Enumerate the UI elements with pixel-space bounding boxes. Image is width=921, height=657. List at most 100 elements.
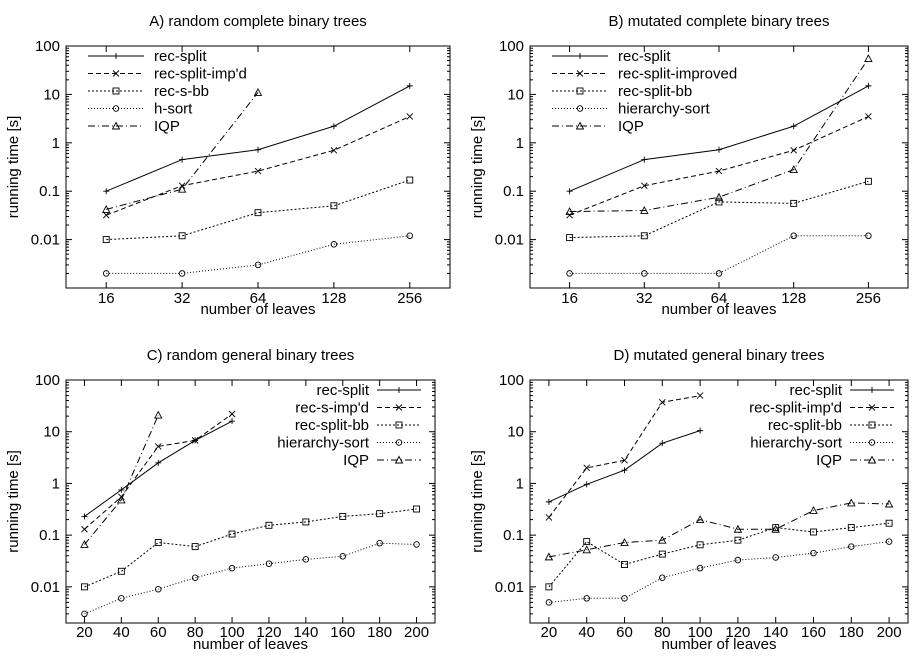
y-tick-label: 100 — [499, 38, 524, 55]
legend-label: rec-s-bb — [154, 83, 209, 100]
data-point — [103, 188, 110, 195]
series-rec-s-bb — [102, 176, 414, 244]
x-tick-label: 140 — [293, 624, 318, 641]
panel-3: D) mutated general binary trees 100 10 1 0.1… — [469, 347, 909, 653]
series-line — [548, 502, 890, 558]
legend-label: rec-split — [618, 48, 671, 65]
data-point — [229, 418, 236, 425]
series-line — [106, 92, 259, 210]
series-rec-split — [81, 418, 236, 520]
data-point — [376, 510, 384, 518]
x-tick-label: 16 — [98, 290, 115, 307]
series-iqp — [544, 498, 894, 561]
x-tick-label: 16 — [561, 290, 578, 307]
data-point — [864, 177, 872, 185]
data-point — [714, 192, 724, 201]
data-point — [695, 515, 705, 524]
data-point — [302, 556, 310, 563]
data-point — [153, 410, 163, 419]
data-point — [583, 595, 590, 602]
data-point — [413, 541, 420, 548]
data-point — [771, 524, 780, 533]
data-point — [733, 524, 743, 533]
data-point — [734, 556, 742, 564]
data-point — [621, 456, 628, 464]
y-tick-label: 1 — [52, 475, 60, 492]
data-point — [658, 535, 667, 544]
y-tick-label: 0.1 — [503, 527, 524, 544]
legend-label: hierarchy-sort — [750, 435, 843, 452]
data-point — [885, 538, 893, 545]
legend-marker — [395, 421, 403, 429]
y-tick-label: 10 — [43, 86, 60, 103]
data-point — [641, 270, 648, 277]
data-point — [253, 87, 263, 96]
data-point — [154, 585, 162, 593]
series-line — [84, 508, 417, 588]
x-tick-label: 200 — [877, 624, 902, 641]
y-axis-label: running time [s] — [469, 450, 486, 553]
data-point — [545, 498, 552, 505]
legend-label: IQP — [816, 452, 842, 469]
series-line — [106, 116, 411, 216]
legend-label: hierarchy-sort — [277, 435, 370, 452]
series-rec-split-imp-d — [102, 113, 414, 219]
data-point — [566, 188, 573, 195]
data-point — [658, 550, 666, 558]
data-point — [177, 184, 187, 193]
x-tick-label: 60 — [616, 624, 633, 641]
data-point — [696, 564, 704, 572]
x-tick-label: 100 — [688, 624, 713, 641]
data-point — [330, 202, 338, 210]
panel-1: B) mutated complete binary trees 100 10 1 0.… — [469, 13, 909, 318]
data-point — [884, 499, 894, 508]
data-point — [885, 519, 893, 527]
y-tick-label: 1 — [516, 475, 524, 492]
data-point — [620, 538, 629, 546]
series-line — [548, 522, 890, 588]
y-tick-label: 0.1 — [503, 183, 524, 200]
data-point — [406, 232, 414, 240]
legend-label: rec-split-improved — [618, 66, 737, 83]
y-axis-label: running time [s] — [5, 450, 22, 553]
data-point — [102, 211, 110, 219]
data-point — [413, 505, 420, 513]
legend-marker — [869, 387, 875, 393]
legend-marker — [576, 87, 584, 95]
data-point — [790, 123, 797, 130]
data-point — [191, 574, 199, 581]
series-rec-split — [103, 82, 413, 195]
data-point — [715, 198, 723, 206]
data-point — [583, 464, 591, 472]
series-rec-s-imp-d — [81, 410, 236, 533]
legend-label: IQP — [343, 452, 369, 469]
data-point — [117, 567, 125, 575]
data-point — [81, 513, 88, 520]
legend-label: rec-split — [316, 382, 369, 399]
y-tick-label: 0.1 — [39, 527, 60, 544]
x-tick-label: 60 — [150, 624, 167, 641]
series-line — [569, 58, 869, 212]
y-tick-label: 0.1 — [39, 183, 60, 200]
x-tick-label: 128 — [321, 290, 346, 307]
y-tick-label: 100 — [499, 372, 524, 389]
data-point — [118, 486, 125, 493]
x-tick-label: 160 — [330, 624, 355, 641]
legend-marker — [395, 404, 403, 411]
y-tick-label: 100 — [35, 372, 60, 389]
y-tick-label: 10 — [507, 86, 524, 103]
series-line — [548, 430, 701, 503]
x-tick-label: 64 — [250, 290, 267, 307]
y-tick-label: 1 — [52, 135, 60, 152]
data-point — [154, 443, 162, 450]
legend: rec-splitrec-split-improvedrec-split-bbh… — [552, 48, 737, 135]
data-point — [228, 564, 236, 572]
panel-2: C) random general binary trees 100 10 1 0.1 0… — [5, 347, 436, 653]
series-iqp — [101, 87, 263, 213]
x-tick-label: 64 — [711, 290, 728, 307]
x-tick-label: 100 — [220, 624, 245, 641]
x-axis-label: number of leaves — [193, 636, 308, 653]
legend-marker — [395, 439, 403, 446]
data-point — [228, 530, 236, 538]
series-h-sort — [102, 232, 414, 277]
